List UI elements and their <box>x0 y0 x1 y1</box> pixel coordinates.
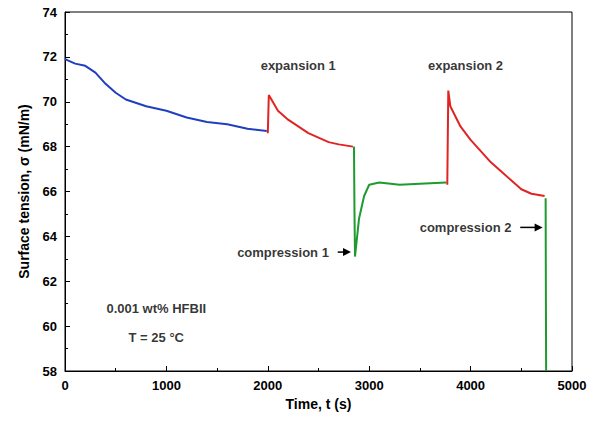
svg-text:64: 64 <box>43 229 58 244</box>
svg-text:compression 1: compression 1 <box>237 245 329 260</box>
svg-text:3000: 3000 <box>355 378 384 393</box>
svg-text:74: 74 <box>43 5 58 20</box>
svg-text:expansion 1: expansion 1 <box>261 58 336 73</box>
svg-text:compression 2: compression 2 <box>420 220 512 235</box>
svg-text:Time, t (s): Time, t (s) <box>286 396 352 412</box>
svg-text:4000: 4000 <box>456 378 485 393</box>
svg-text:60: 60 <box>43 319 57 334</box>
svg-text:Surface tension, σ (mN/m): Surface tension, σ (mN/m) <box>16 104 32 279</box>
svg-text:0: 0 <box>61 378 68 393</box>
svg-text:70: 70 <box>43 94 57 109</box>
svg-text:66: 66 <box>43 184 57 199</box>
svg-text:T = 25 °C: T = 25 °C <box>129 330 185 345</box>
svg-text:0.001 wt% HFBII: 0.001 wt% HFBII <box>106 301 206 316</box>
svg-text:expansion 2: expansion 2 <box>428 58 503 73</box>
svg-text:58: 58 <box>43 364 57 379</box>
svg-text:68: 68 <box>43 139 57 154</box>
svg-text:2000: 2000 <box>253 378 282 393</box>
svg-text:72: 72 <box>43 49 57 64</box>
svg-text:62: 62 <box>43 274 57 289</box>
svg-text:1000: 1000 <box>152 378 181 393</box>
svg-text:5000: 5000 <box>558 378 587 393</box>
